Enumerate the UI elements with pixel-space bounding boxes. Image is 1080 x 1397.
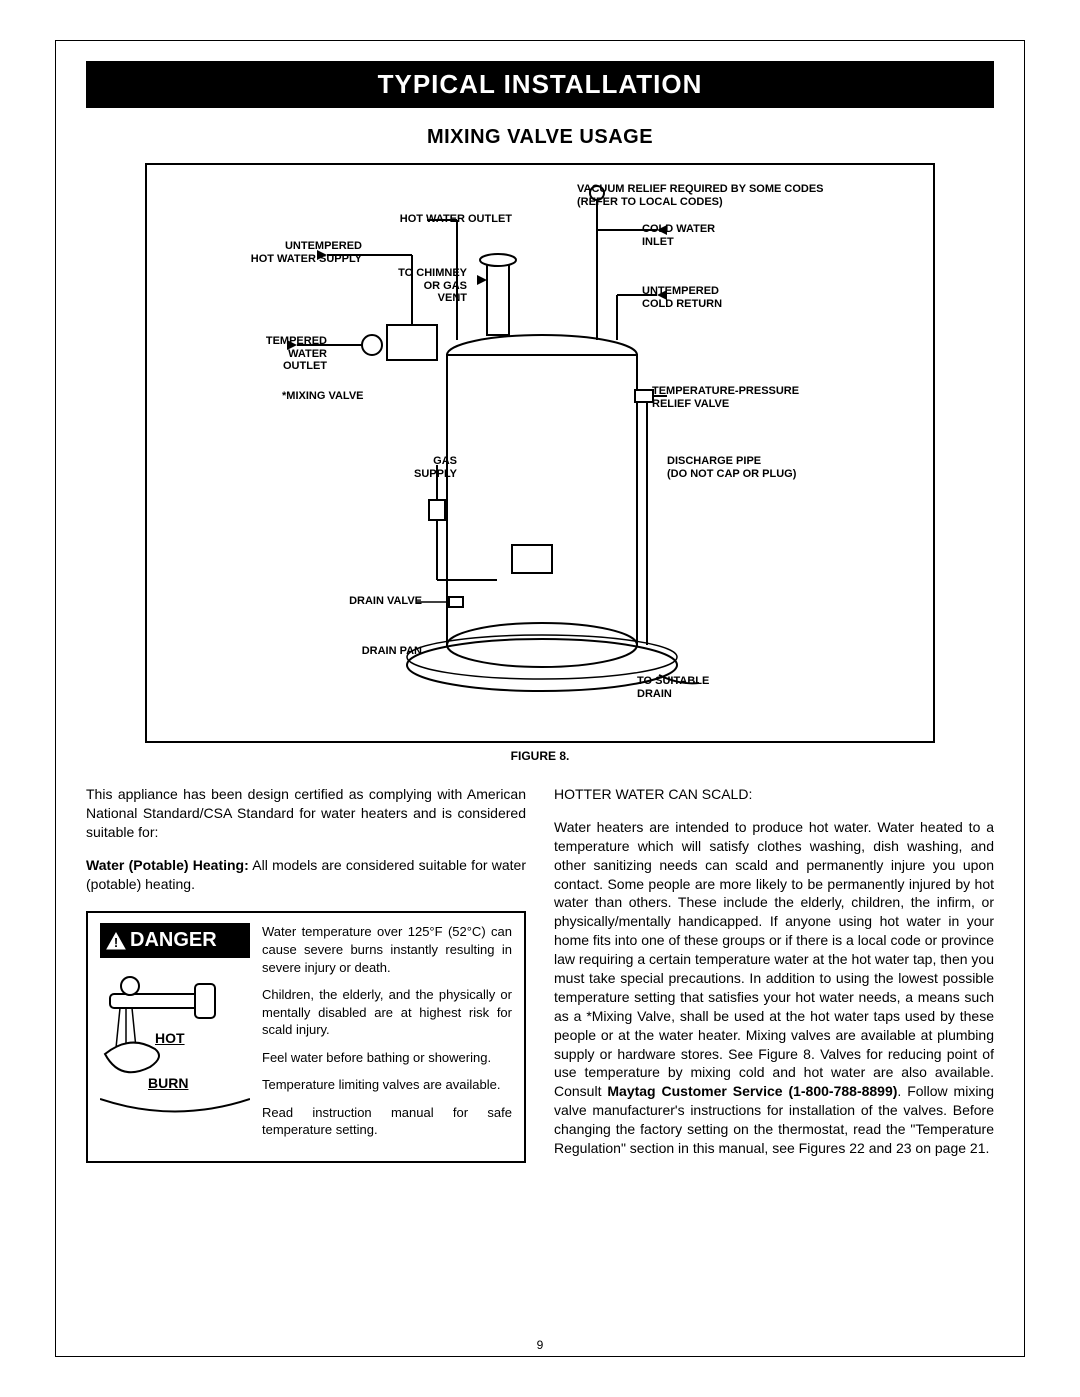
lbl-cold-water-inlet: COLD WATERINLET [642,223,715,248]
figure-caption: FIGURE 8. [86,749,994,763]
danger-p3: Feel water before bathing or showering. [262,1049,512,1067]
lbl-hot-water-outlet: HOT WATER OUTLET [392,213,512,226]
warning-icon: ! [106,932,126,950]
section-banner: TYPICAL INSTALLATION [86,61,994,108]
right-body: Water heaters are intended to produce ho… [554,818,994,1158]
faucet-illustration: HOT BURN [100,964,250,1114]
installation-diagram: VACUUM RELIEF REQUIRED BY SOME CODES(REF… [145,163,935,743]
lbl-untempered-cold: UNTEMPEREDCOLD RETURN [642,285,722,310]
danger-tag-text: DANGER [130,927,217,954]
danger-p2: Children, the elderly, and the physicall… [262,986,512,1039]
lbl-drain-pan: DRAIN PAN [337,645,422,658]
lbl-mixing-valve: *MIXING VALVE [282,390,364,403]
right-column: HOTTER WATER CAN SCALD: Water heaters ar… [554,785,994,1163]
danger-tag: ! DANGER [100,923,250,958]
lbl-drain-valve: DRAIN VALVE [337,595,422,608]
danger-p4: Temperature limiting valves are availabl… [262,1076,512,1094]
burn-label: BURN [148,1074,188,1093]
lbl-tempered-outlet: TEMPEREDWATEROUTLET [242,335,327,373]
lbl-vacuum-relief: VACUUM RELIEF REQUIRED BY SOME CODES(REF… [577,183,824,208]
danger-p5: Read instruction manual for safe tempera… [262,1104,512,1139]
lbl-to-chimney: TO CHIMNEYOR GASVENT [377,267,467,305]
left-p2: Water (Potable) Heating: All models are … [86,856,526,894]
danger-right: Water temperature over 125°F (52°C) can … [262,923,512,1148]
left-column: This appliance has been design certified… [86,785,526,1163]
right-body-bold: Maytag Customer Service (1-800-788-8899) [607,1083,897,1099]
lbl-gas-supply: GASSUPPLY [402,455,457,480]
left-p1: This appliance has been design certified… [86,785,526,842]
danger-left: ! DANGER [100,923,250,1148]
right-heading: HOTTER WATER CAN SCALD: [554,785,994,804]
right-body-pre: Water heaters are intended to produce ho… [554,819,994,1099]
lbl-untempered-hot: UNTEMPEREDHOT WATER SUPPLY [232,240,362,265]
danger-p1: Water temperature over 125°F (52°C) can … [262,923,512,976]
danger-box: ! DANGER [86,911,526,1162]
hot-label: HOT [155,1029,185,1048]
svg-text:!: ! [114,935,118,950]
page-number: 9 [537,1338,544,1352]
left-p2-bold: Water (Potable) Heating: [86,857,249,873]
lbl-to-drain: TO SUITABLEDRAIN [637,675,709,700]
lbl-discharge-pipe: DISCHARGE PIPE(DO NOT CAP OR PLUG) [667,455,796,480]
body-columns: This appliance has been design certified… [86,785,994,1163]
subtitle: MIXING VALVE USAGE [86,126,994,149]
lbl-temp-pressure: TEMPERATURE-PRESSURERELIEF VALVE [652,385,799,410]
